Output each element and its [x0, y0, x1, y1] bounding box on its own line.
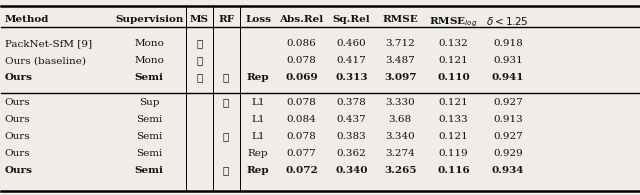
- Text: 0.072: 0.072: [285, 166, 318, 175]
- Text: 0.931: 0.931: [493, 57, 523, 66]
- Text: L1: L1: [252, 115, 265, 124]
- Text: 3.487: 3.487: [385, 57, 415, 66]
- Text: Ours: Ours: [4, 166, 33, 175]
- Text: 3.097: 3.097: [384, 74, 417, 82]
- Text: ✓: ✓: [196, 74, 202, 82]
- Text: Rep: Rep: [247, 166, 269, 175]
- Text: ✓: ✓: [223, 166, 229, 175]
- Text: 3.274: 3.274: [385, 149, 415, 158]
- Text: 3.330: 3.330: [385, 98, 415, 107]
- Text: 0.084: 0.084: [287, 115, 316, 124]
- Text: 0.927: 0.927: [493, 132, 523, 141]
- Text: Rep: Rep: [247, 74, 269, 82]
- Text: Semi: Semi: [136, 149, 163, 158]
- Text: 0.918: 0.918: [493, 39, 523, 48]
- Text: 0.132: 0.132: [438, 39, 468, 48]
- Text: 0.110: 0.110: [437, 74, 470, 82]
- Text: Semi: Semi: [136, 115, 163, 124]
- Text: L1: L1: [252, 98, 265, 107]
- Text: 0.460: 0.460: [337, 39, 366, 48]
- Text: 3.712: 3.712: [385, 39, 415, 48]
- Text: ✓: ✓: [223, 74, 229, 82]
- Text: 3.265: 3.265: [384, 166, 417, 175]
- Text: Semi: Semi: [136, 132, 163, 141]
- Text: 0.362: 0.362: [337, 149, 366, 158]
- Text: RMSE: RMSE: [382, 15, 418, 24]
- Text: Abs.Rel: Abs.Rel: [280, 15, 324, 24]
- Text: MS: MS: [190, 15, 209, 24]
- Text: 0.077: 0.077: [287, 149, 316, 158]
- Text: 0.121: 0.121: [438, 57, 468, 66]
- Text: Rep: Rep: [248, 149, 268, 158]
- Text: 0.078: 0.078: [287, 132, 316, 141]
- Text: 3.340: 3.340: [385, 132, 415, 141]
- Text: 0.941: 0.941: [492, 74, 524, 82]
- Text: ✓: ✓: [223, 98, 229, 107]
- Text: 0.069: 0.069: [285, 74, 318, 82]
- Text: ✓: ✓: [223, 132, 229, 141]
- Text: Mono: Mono: [134, 57, 164, 66]
- Text: 0.133: 0.133: [438, 115, 468, 124]
- Text: Ours: Ours: [4, 132, 30, 141]
- Text: 0.927: 0.927: [493, 98, 523, 107]
- Text: PackNet-SfM [9]: PackNet-SfM [9]: [4, 39, 92, 48]
- Text: 0.078: 0.078: [287, 57, 316, 66]
- Text: 0.383: 0.383: [337, 132, 366, 141]
- Text: ✓: ✓: [196, 39, 202, 48]
- Text: Ours: Ours: [4, 98, 30, 107]
- Text: Semi: Semi: [135, 166, 164, 175]
- Text: ✓: ✓: [196, 57, 202, 66]
- Text: 0.078: 0.078: [287, 98, 316, 107]
- Text: 3.68: 3.68: [388, 115, 412, 124]
- Text: Ours: Ours: [4, 74, 33, 82]
- Text: 0.340: 0.340: [335, 166, 367, 175]
- Text: 0.417: 0.417: [337, 57, 366, 66]
- Text: Ours: Ours: [4, 115, 30, 124]
- Text: 0.086: 0.086: [287, 39, 316, 48]
- Text: 0.437: 0.437: [337, 115, 366, 124]
- Text: 0.913: 0.913: [493, 115, 523, 124]
- Text: Sq.Rel: Sq.Rel: [332, 15, 370, 24]
- Text: Sup: Sup: [139, 98, 159, 107]
- Text: Method: Method: [4, 15, 49, 24]
- Text: Ours (baseline): Ours (baseline): [4, 57, 86, 66]
- Text: 0.313: 0.313: [335, 74, 367, 82]
- Text: Ours: Ours: [4, 149, 30, 158]
- Text: 0.116: 0.116: [437, 166, 470, 175]
- Text: 0.121: 0.121: [438, 132, 468, 141]
- Text: Semi: Semi: [135, 74, 164, 82]
- Text: Loss: Loss: [245, 15, 271, 24]
- Text: RMSE$_{log}$: RMSE$_{log}$: [429, 15, 477, 29]
- Text: 0.378: 0.378: [337, 98, 366, 107]
- Text: RF: RF: [218, 15, 234, 24]
- Text: 0.934: 0.934: [492, 166, 524, 175]
- Text: 0.121: 0.121: [438, 98, 468, 107]
- Text: L1: L1: [252, 132, 265, 141]
- Text: Supervision: Supervision: [115, 15, 183, 24]
- Text: 0.119: 0.119: [438, 149, 468, 158]
- Text: 0.929: 0.929: [493, 149, 523, 158]
- Text: $\delta < 1.25$: $\delta < 1.25$: [486, 15, 529, 27]
- Text: Mono: Mono: [134, 39, 164, 48]
